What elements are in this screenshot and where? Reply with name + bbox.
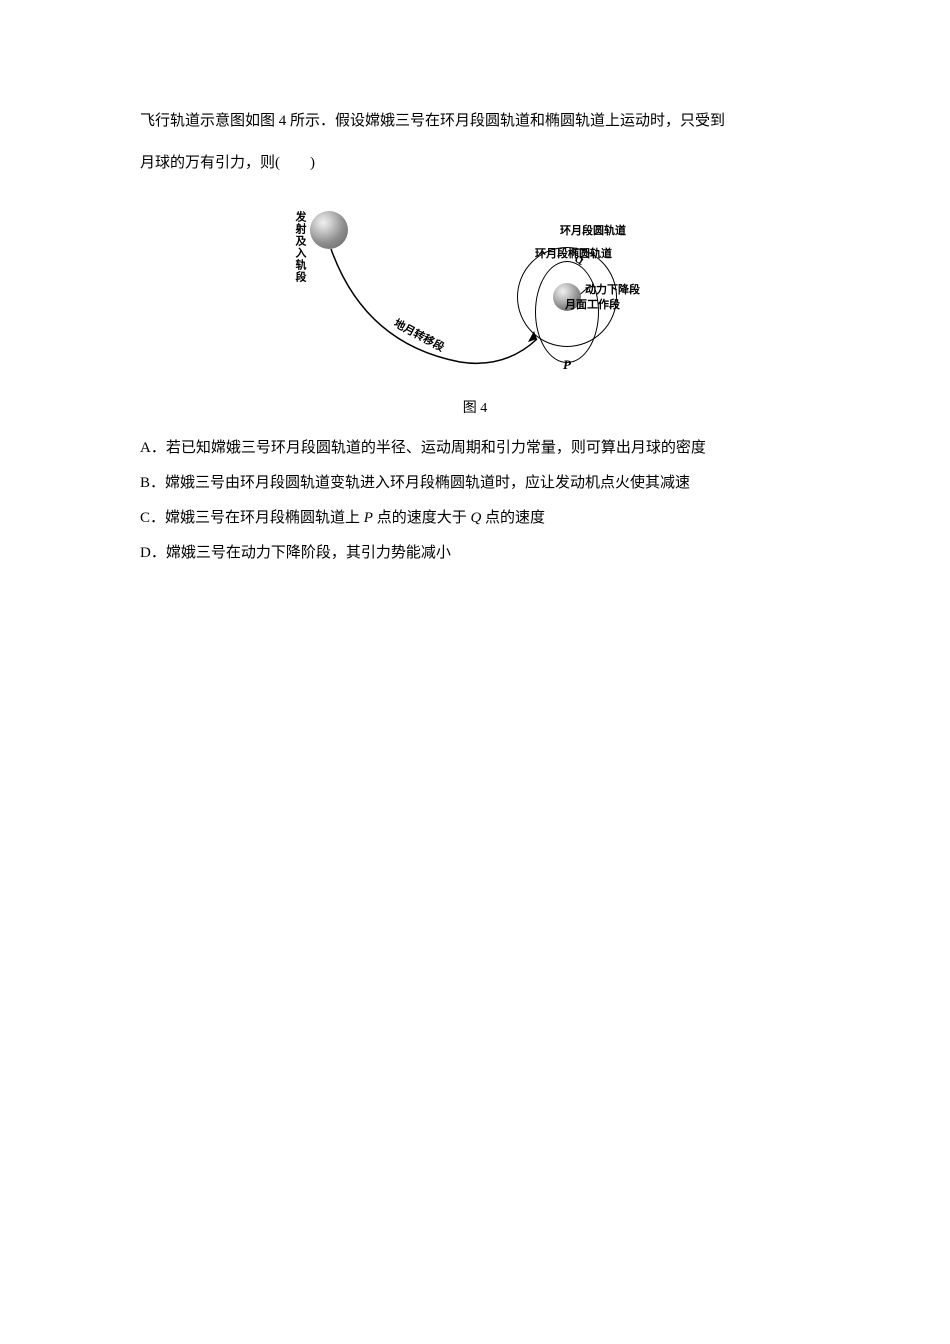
- options-list: A．若已知嫦娥三号环月段圆轨道的半径、运动周期和引力常量，则可算出月球的密度 B…: [140, 432, 810, 570]
- option-b: B．嫦娥三号由环月段圆轨道变轨进入环月段椭圆轨道时，应让发动机点火使其减速: [140, 467, 810, 500]
- diagram-container: 发射及入轨段 地月转移段 环月段圆轨道: [140, 199, 810, 389]
- p-point-label: P: [563, 357, 571, 373]
- elliptical-orbit-label: 环月段椭圆轨道: [535, 245, 612, 261]
- question-line1: 飞行轨道示意图如图 4 所示．假设嫦娥三号在环月段圆轨道和椭圆轨道上运动时，只受…: [140, 113, 725, 129]
- figure-caption: 图 4: [140, 397, 810, 417]
- surface-segment-label: 月面工作段: [565, 296, 620, 312]
- descent-segment-label: 动力下降段: [585, 281, 640, 297]
- question-text: 飞行轨道示意图如图 4 所示．假设嫦娥三号在环月段圆轨道和椭圆轨道上运动时，只受…: [140, 100, 810, 184]
- question-line2: 月球的万有引力，则( ): [140, 155, 315, 171]
- q-symbol: Q: [470, 510, 481, 526]
- q-point-label: Q: [575, 254, 583, 266]
- option-c: C．嫦娥三号在环月段椭圆轨道上 P 点的速度大于 Q 点的速度: [140, 502, 810, 535]
- circular-orbit-label: 环月段圆轨道: [560, 222, 626, 238]
- p-symbol: P: [364, 510, 373, 526]
- option-a: A．若已知嫦娥三号环月段圆轨道的半径、运动周期和引力常量，则可算出月球的密度: [140, 432, 810, 465]
- elliptical-orbit: [535, 261, 599, 363]
- option-d: D．嫦娥三号在动力下降阶段，其引力势能减小: [140, 537, 810, 570]
- orbit-diagram: 发射及入轨段 地月转移段 环月段圆轨道: [285, 199, 665, 389]
